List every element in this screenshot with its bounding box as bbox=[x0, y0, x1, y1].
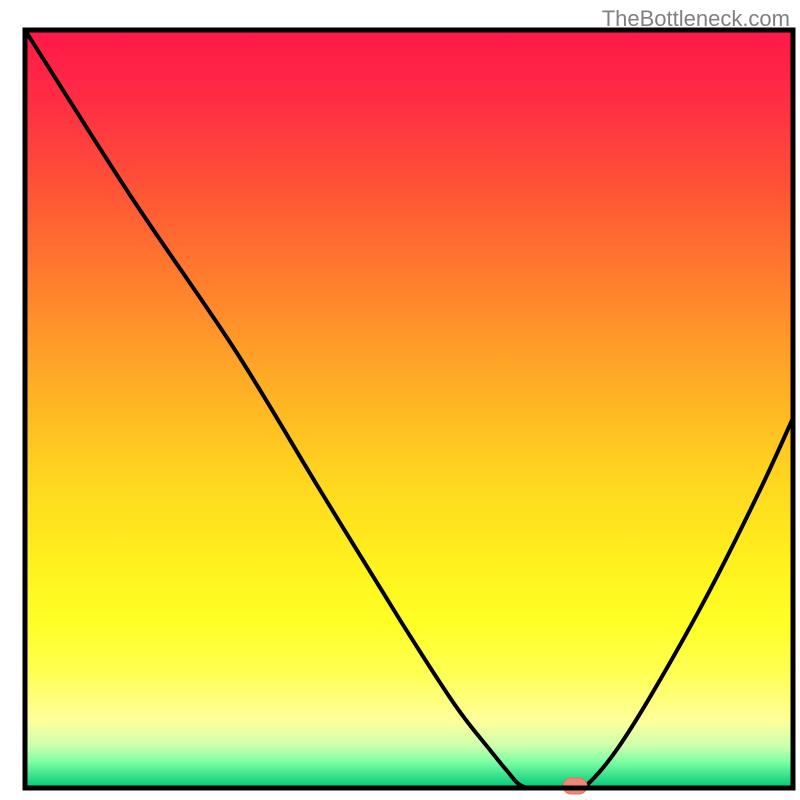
gradient-background bbox=[25, 30, 793, 788]
watermark-text: TheBottleneck.com bbox=[602, 6, 790, 32]
bottleneck-chart bbox=[0, 0, 800, 800]
